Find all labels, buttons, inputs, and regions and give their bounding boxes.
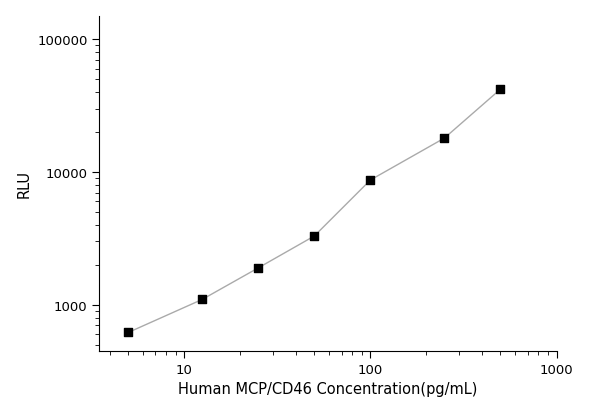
Point xyxy=(254,265,263,271)
Point xyxy=(366,177,375,184)
Point xyxy=(310,233,319,240)
Point xyxy=(440,135,449,142)
Point xyxy=(198,297,207,303)
X-axis label: Human MCP/CD46 Concentration(pg/mL): Human MCP/CD46 Concentration(pg/mL) xyxy=(178,382,478,396)
Point xyxy=(123,329,133,336)
Y-axis label: RLU: RLU xyxy=(17,170,32,198)
Point xyxy=(496,87,505,93)
